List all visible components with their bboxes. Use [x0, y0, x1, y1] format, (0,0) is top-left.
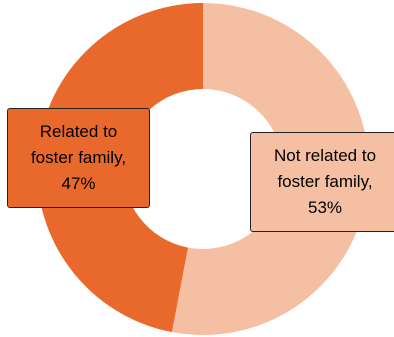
data-label-related: Related to foster family, 47% — [7, 108, 150, 208]
data-label-not-related: Not related to foster family, 53% — [250, 132, 394, 232]
data-label-related-line3: 47% — [61, 174, 96, 193]
data-label-not-related-line2: foster family, — [277, 172, 373, 191]
data-label-not-related-line1: Not related to — [273, 146, 377, 165]
data-label-related-line1: Related to — [39, 122, 118, 141]
data-label-related-line2: foster family, — [30, 148, 127, 167]
data-label-not-related-line3: 53% — [307, 198, 343, 217]
donut-slice-not-related — [171, 3, 369, 335]
